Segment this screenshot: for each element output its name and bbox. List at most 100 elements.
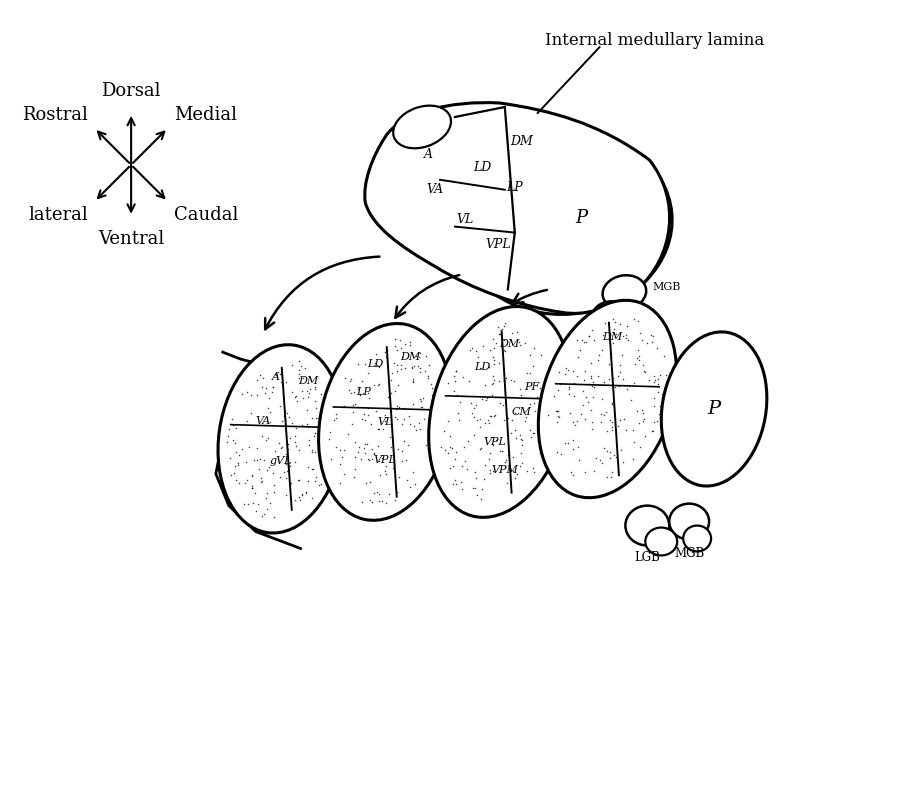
Text: LGB: LGB [634,320,663,335]
Point [425,389,439,402]
Point [476,473,491,486]
Point [322,426,337,438]
Point [468,482,482,495]
Point [311,478,326,491]
Point [299,486,313,499]
Point [657,349,671,362]
Point [274,441,288,454]
Point [474,441,489,454]
Point [403,481,418,494]
Point [480,392,494,405]
Point [450,389,464,402]
Point [518,408,532,421]
Point [493,444,508,457]
Point [372,360,386,372]
Point [533,446,547,459]
Point [311,412,326,425]
Point [508,432,523,445]
Point [300,403,314,416]
Point [414,401,428,414]
Point [652,399,667,412]
Point [470,488,484,501]
Point [237,498,251,511]
Point [344,387,358,399]
Point [483,410,498,422]
Point [390,413,404,426]
Point [261,431,275,444]
Point [402,336,417,349]
Point [613,318,627,330]
Point [433,395,447,407]
Point [334,450,348,463]
Point [487,354,501,367]
Point [296,372,310,385]
Point [354,453,368,465]
Point [638,366,652,379]
Point [495,445,509,457]
Point [325,418,339,431]
Point [492,327,507,340]
Point [487,374,501,387]
Point [305,491,320,504]
Point [252,463,266,476]
Point [431,380,446,393]
Point [255,510,269,522]
Point [497,375,511,387]
Point [305,443,320,456]
Point [406,397,420,410]
Point [518,414,533,427]
Point [455,371,470,384]
Ellipse shape [457,131,672,314]
Point [608,426,623,439]
Point [390,359,404,372]
Point [392,471,406,484]
Point [320,457,335,470]
Point [425,382,439,395]
Point [224,468,238,481]
Point [238,476,253,489]
Point [332,444,347,457]
Point [497,333,511,346]
Point [505,326,519,339]
Point [322,399,337,411]
Point [220,430,235,443]
Point [369,348,383,360]
Point [398,362,412,375]
Point [506,464,520,477]
Point [281,443,295,456]
Point [551,410,565,422]
Point [406,373,420,386]
Point [512,335,526,348]
Point [388,493,402,506]
Point [443,441,457,453]
Point [549,359,563,372]
Point [608,381,622,394]
Point [279,472,293,484]
Point [226,434,240,447]
Point [626,377,641,390]
Point [564,465,579,478]
Point [531,418,545,431]
Point [283,431,297,444]
Point [635,407,650,420]
Point [407,360,421,372]
Point [405,360,419,373]
Point [499,453,513,466]
Point [279,489,293,502]
Point [449,364,464,377]
Point [447,375,462,387]
Point [479,394,493,407]
Point [550,405,564,418]
Point [562,407,577,419]
Point [513,429,527,441]
Point [526,466,541,479]
Point [524,430,538,443]
Point [294,419,309,432]
Point [292,473,306,486]
Point [532,441,546,453]
Point [527,405,542,418]
Point [465,342,480,355]
Point [584,380,598,392]
Point [285,386,300,399]
Point [434,441,448,453]
